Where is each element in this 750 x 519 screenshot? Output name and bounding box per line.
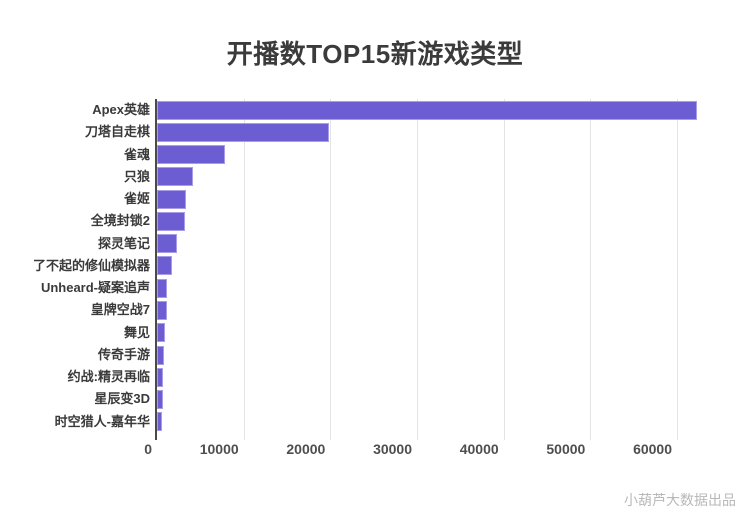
bar[interactable]	[157, 167, 194, 187]
bar[interactable]	[157, 100, 697, 120]
bar[interactable]	[157, 256, 172, 276]
bar[interactable]	[157, 189, 186, 209]
bar[interactable]	[157, 390, 163, 410]
gridline	[417, 99, 418, 440]
x-tick-label: 0	[144, 441, 152, 457]
bar[interactable]	[157, 301, 167, 320]
category-label: 星辰变3D	[94, 391, 150, 407]
bar[interactable]	[157, 145, 225, 165]
bar[interactable]	[157, 278, 168, 298]
category-label: 探灵笔记	[97, 235, 150, 251]
category-label: 刀塔自走棋	[84, 124, 150, 140]
bar[interactable]	[157, 412, 163, 432]
plot-area	[155, 99, 705, 440]
category-label: 雀姬	[123, 191, 150, 207]
gridline	[677, 99, 678, 440]
category-label: Apex英雄	[92, 102, 150, 117]
x-tick-label: 20000	[286, 441, 326, 457]
x-tick-label: 60000	[633, 441, 672, 457]
x-tick-label: 30000	[373, 441, 412, 457]
category-label: 了不起的修仙模拟器	[32, 257, 150, 273]
bar[interactable]	[157, 345, 164, 365]
bar[interactable]	[157, 122, 330, 142]
category-label: Unheard-疑案追声	[40, 280, 150, 296]
category-label: 只狼	[123, 168, 150, 184]
gridline	[590, 99, 592, 440]
bar[interactable]	[157, 234, 177, 254]
category-label: 约战:精灵再临	[67, 369, 150, 385]
chart-title: 开播数TOP15新游戏类型	[226, 39, 524, 69]
x-tick-label: 40000	[459, 441, 499, 457]
y-axis-line	[155, 99, 157, 440]
bar[interactable]	[157, 367, 164, 387]
category-label: 时空猎人-嘉年华	[54, 413, 150, 429]
category-label: 传奇手游	[97, 346, 150, 362]
category-label: 舞见	[123, 324, 150, 340]
x-tick-label: 50000	[546, 441, 586, 457]
x-tick-label: 10000	[199, 441, 239, 457]
gridline	[330, 99, 332, 440]
bar[interactable]	[157, 323, 165, 343]
watermark-credit: 小葫芦大数据出品	[624, 492, 736, 508]
category-label: 皇牌空战7	[90, 302, 150, 318]
gridline	[243, 99, 245, 440]
category-label: 全境封锁2	[90, 213, 150, 229]
bar[interactable]	[157, 211, 185, 231]
category-label: 雀魂	[123, 146, 150, 162]
gridline	[503, 99, 505, 440]
